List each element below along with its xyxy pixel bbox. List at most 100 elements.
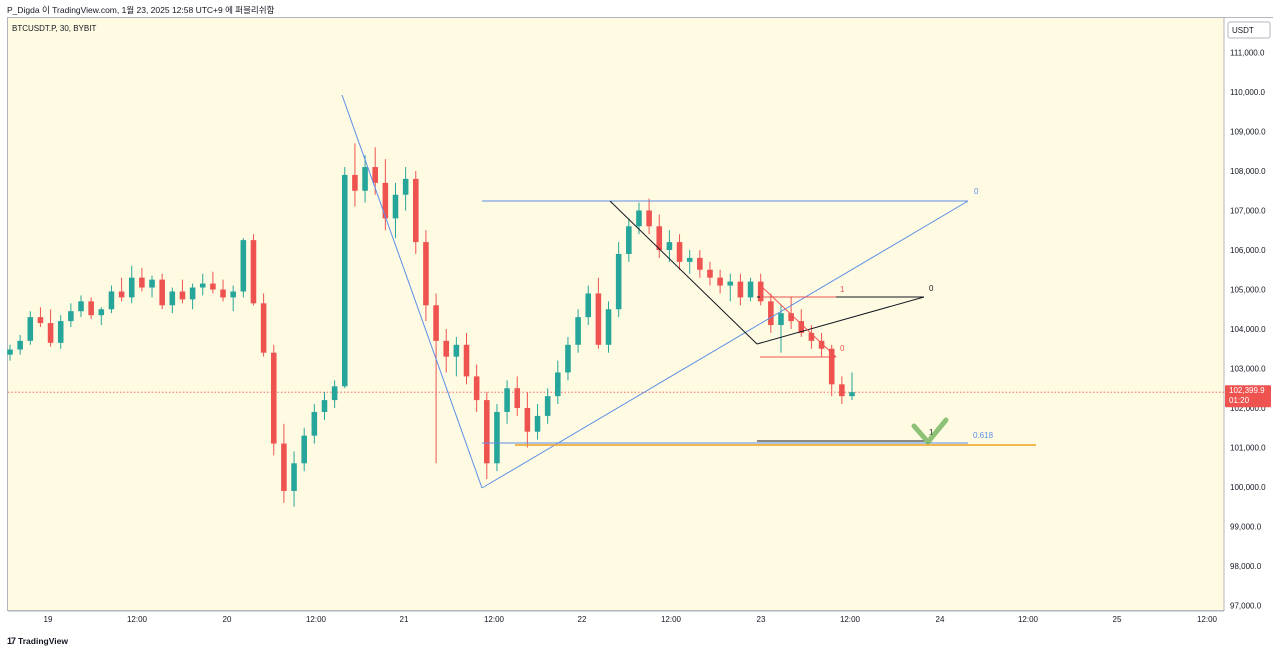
candle-body[interactable] <box>189 287 196 300</box>
candle-body[interactable] <box>260 303 267 353</box>
candle-body[interactable] <box>494 411 500 464</box>
candle-body[interactable] <box>88 301 94 316</box>
candle-body[interactable] <box>210 283 216 290</box>
candle-body[interactable] <box>199 283 206 288</box>
candle-body[interactable] <box>463 344 470 377</box>
red-label-0: 0 <box>840 344 845 353</box>
candle-body[interactable] <box>220 289 226 298</box>
candle-body[interactable] <box>68 311 74 322</box>
candle-body[interactable] <box>808 332 815 341</box>
candle-body[interactable] <box>717 277 723 286</box>
candle-body[interactable] <box>311 411 318 436</box>
candle-body[interactable] <box>47 323 54 343</box>
time-axis[interactable] <box>8 611 1224 631</box>
candle-body[interactable] <box>78 301 84 312</box>
candle-body[interactable] <box>565 344 571 373</box>
candle-body[interactable] <box>605 309 612 345</box>
candle-body[interactable] <box>818 340 825 349</box>
x-tick-label: 12:00 <box>306 615 327 624</box>
candle-body[interactable] <box>575 317 581 345</box>
candle-body[interactable] <box>149 279 155 288</box>
candle-body[interactable] <box>443 340 450 357</box>
candle-body[interactable] <box>595 293 602 345</box>
candle-body[interactable] <box>362 167 368 191</box>
candle-body[interactable] <box>7 349 13 355</box>
candle-body[interactable] <box>341 174 348 387</box>
chart-pane[interactable] <box>7 17 1273 611</box>
candle-body[interactable] <box>402 178 409 195</box>
candle-body[interactable] <box>737 281 744 298</box>
candle-body[interactable] <box>484 400 490 464</box>
candle-body[interactable] <box>352 174 358 191</box>
candle-body[interactable] <box>27 317 34 341</box>
publish-info-text: P_Digda 이 TradingView.com, 1월 23, 2025 1… <box>7 5 275 15</box>
y-tick-label: 111,000.0 <box>1230 49 1265 58</box>
candle-body[interactable] <box>392 194 399 219</box>
candle-body[interactable] <box>839 384 845 397</box>
candle-body[interactable] <box>778 313 784 326</box>
candle-body[interactable] <box>128 277 135 298</box>
candle-body[interactable] <box>473 376 480 401</box>
candle-body[interactable] <box>250 240 257 304</box>
price-axis[interactable] <box>1224 18 1273 611</box>
candle-body[interactable] <box>849 392 855 397</box>
candle-body[interactable] <box>615 253 622 310</box>
candle-body[interactable] <box>757 281 764 302</box>
candle-body[interactable] <box>433 305 439 341</box>
candle-body[interactable] <box>504 388 510 412</box>
candle-body[interactable] <box>281 443 287 491</box>
candle-body[interactable] <box>382 182 389 219</box>
candle-body[interactable] <box>768 301 774 326</box>
candle-body[interactable] <box>555 372 561 397</box>
candle-body[interactable] <box>514 388 521 408</box>
candle-body[interactable] <box>788 313 794 322</box>
candle-body[interactable] <box>707 269 713 278</box>
x-tick-label: 12:00 <box>1018 615 1039 624</box>
candle-body[interactable] <box>331 386 338 401</box>
candle-body[interactable] <box>372 167 378 183</box>
candle-body[interactable] <box>240 240 247 292</box>
candle-body[interactable] <box>108 291 115 310</box>
candle-body[interactable] <box>453 344 460 357</box>
candle-body[interactable] <box>686 257 693 262</box>
candle-body[interactable] <box>169 291 176 306</box>
candle-body[interactable] <box>544 396 551 416</box>
candle-body[interactable] <box>301 435 307 464</box>
candle-body[interactable] <box>524 408 531 432</box>
candle-body[interactable] <box>321 400 328 412</box>
candle-body[interactable] <box>585 293 592 318</box>
candle-body[interactable] <box>676 242 683 262</box>
candle-body[interactable] <box>727 281 734 286</box>
candle-body[interactable] <box>37 317 44 324</box>
y-tick-label: 101,000.0 <box>1230 444 1266 453</box>
currency-button[interactable] <box>1227 21 1271 39</box>
candle-body[interactable] <box>626 226 632 254</box>
candle-body[interactable] <box>636 210 642 227</box>
tradingview-logo[interactable]: 17 TradingView <box>7 636 68 646</box>
candle-body[interactable] <box>666 242 673 250</box>
x-tick-label: 12:00 <box>661 615 682 624</box>
candle-body[interactable] <box>291 463 297 491</box>
candle-body[interactable] <box>534 415 541 432</box>
candle-body[interactable] <box>697 257 703 270</box>
candle-body[interactable] <box>270 352 277 444</box>
candle-body[interactable] <box>423 242 429 306</box>
currency-label: USDT <box>1232 26 1254 35</box>
candle-body[interactable] <box>179 291 186 300</box>
candle-body[interactable] <box>17 340 23 350</box>
candle-body[interactable] <box>139 277 145 288</box>
candle-body[interactable] <box>747 281 754 298</box>
candle-body[interactable] <box>798 321 805 333</box>
candle-body[interactable] <box>98 309 105 316</box>
candle-body[interactable] <box>646 210 652 227</box>
x-tick-label: 12:00 <box>840 615 861 624</box>
candle-body[interactable] <box>412 178 419 243</box>
last-price-badge <box>1225 385 1271 408</box>
candle-body[interactable] <box>656 226 663 250</box>
candle-body[interactable] <box>230 291 236 298</box>
candle-body[interactable] <box>118 291 125 298</box>
candle-body[interactable] <box>159 279 165 306</box>
candle-body[interactable] <box>57 321 64 343</box>
candle-body[interactable] <box>828 348 835 385</box>
